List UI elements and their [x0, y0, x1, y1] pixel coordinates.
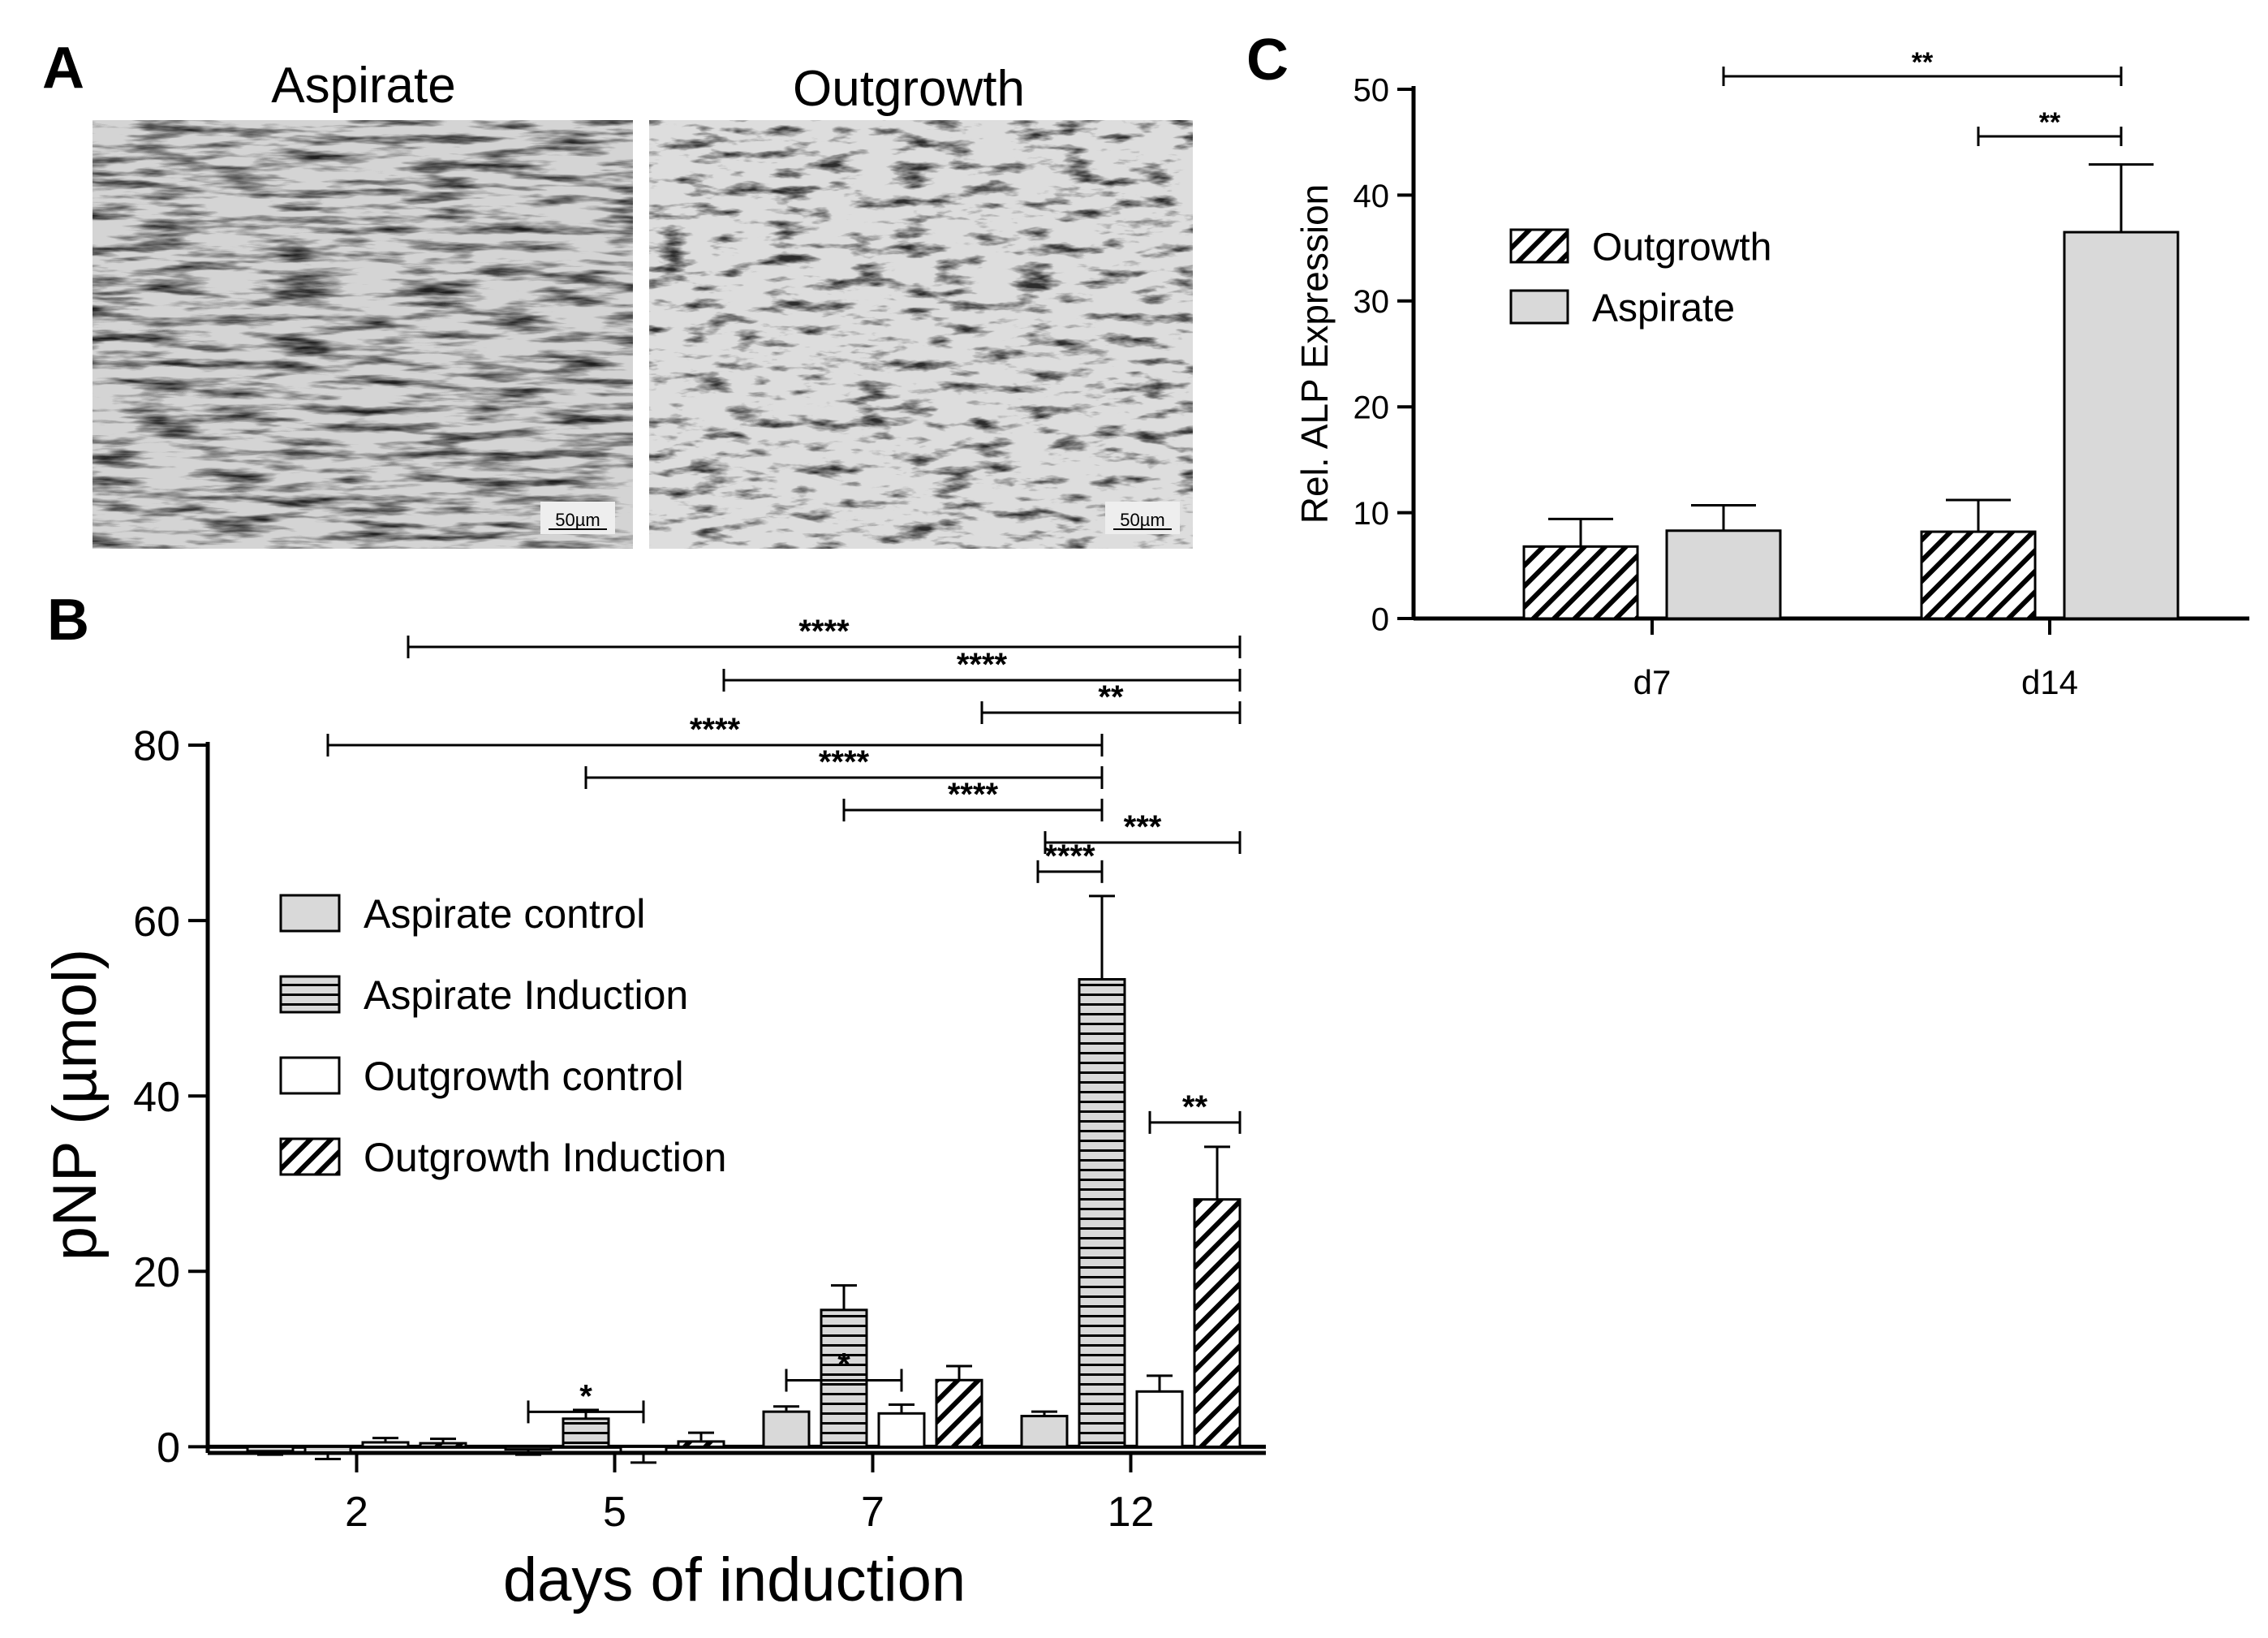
- bar-outgrowth-induction: [677, 1440, 725, 1448]
- chart-c: 0 10 20 30 40 50 d7 d14 Rel. ALP Expression Outgr…: [1293, 47, 2249, 701]
- y-tick-label: 20: [133, 1249, 180, 1296]
- bar-outgrowth-control: [619, 1445, 668, 1454]
- panel-a-letter: A: [42, 36, 84, 101]
- bar-outgrowth: [1522, 545, 1639, 620]
- legend-swatch-outgrowth-induction: [279, 1137, 341, 1176]
- bar-outgrowth: [1920, 530, 2037, 620]
- panel-b-letter: B: [47, 588, 89, 653]
- aspirate-scale-bar-label: 50µm: [555, 510, 600, 530]
- panel-c-letter: C: [1246, 28, 1289, 93]
- significance-label: *: [837, 1347, 850, 1383]
- bar-outgrowth-control: [877, 1412, 926, 1448]
- legend-swatch-aspirate-control: [279, 894, 341, 933]
- legend-swatch-outgrowth: [1509, 228, 1569, 264]
- bar-outgrowth-control: [361, 1441, 410, 1448]
- aspirate-image-texture: [93, 120, 633, 549]
- bar-aspirate: [1665, 529, 1782, 620]
- y-tick-label: 40: [1353, 179, 1390, 214]
- significance-label: **: [1912, 47, 1934, 78]
- x-tick-label: 5: [603, 1489, 626, 1536]
- bar-aspirate-control: [1020, 1415, 1069, 1448]
- significance-label: ****: [957, 647, 1008, 683]
- outgrowth-scale-bar-label: 50µm: [1120, 510, 1164, 530]
- bar-aspirate-induction: [562, 1417, 610, 1448]
- y-axis-label: pNP (µmol): [41, 949, 110, 1261]
- x-tick-label: 12: [1108, 1489, 1155, 1536]
- x-tick-label: 2: [345, 1489, 368, 1536]
- legend-swatch-aspirate-induction: [279, 975, 341, 1014]
- x-tick-label: d14: [2021, 663, 2078, 701]
- y-tick-label: 20: [1353, 390, 1390, 426]
- bar-outgrowth-induction: [1193, 1198, 1242, 1448]
- legend-label-outgrowth-induction: Outgrowth Induction: [364, 1135, 727, 1180]
- legend-label-aspirate: Aspirate: [1592, 287, 1735, 330]
- bar-aspirate-induction: [820, 1308, 868, 1448]
- y-tick-label: 40: [133, 1074, 180, 1121]
- panel-c: C 0 10 20 30 40 50 d7 d14 Rel. ALP Expression Out…: [1246, 28, 2249, 701]
- bar-outgrowth-induction: [935, 1378, 983, 1448]
- significance-label: **: [1098, 679, 1124, 715]
- significance-label: ****: [798, 614, 850, 649]
- y-tick-label: 30: [1353, 284, 1390, 320]
- significance-label: **: [1182, 1089, 1208, 1125]
- significance-label: ****: [819, 744, 870, 780]
- significance-label: ***: [1124, 809, 1162, 845]
- significance-label: ****: [690, 712, 741, 748]
- y-tick-label: 50: [1353, 72, 1390, 108]
- legend-swatch-aspirate: [1509, 289, 1569, 325]
- legend-label-outgrowth: Outgrowth: [1592, 226, 1771, 269]
- y-tick-label: 0: [1371, 601, 1389, 637]
- bar-aspirate-control: [762, 1410, 811, 1448]
- bar-aspirate-induction: [303, 1445, 352, 1455]
- y-tick-label: 80: [133, 723, 180, 770]
- bar-aspirate: [2063, 231, 2180, 620]
- y-tick-label: 10: [1353, 496, 1390, 532]
- y-tick-label: 0: [157, 1425, 180, 1472]
- x-tick-label: d7: [1633, 663, 1672, 701]
- significance-label: *: [579, 1378, 592, 1414]
- x-tick-label: 7: [861, 1489, 884, 1536]
- outgrowth-image-texture: [649, 120, 1193, 549]
- legend-label-outgrowth-control: Outgrowth control: [364, 1054, 684, 1099]
- bar-aspirate-control: [504, 1445, 553, 1451]
- outgrowth-micrograph: Outgrowth 50µm: [649, 61, 1193, 549]
- chart-b: 0 20 40 60 80 2 5 7 12 days of induction pNP (µmol…: [41, 614, 1266, 1614]
- aspirate-image-title: Aspirate: [271, 58, 455, 114]
- legend-label-aspirate-control: Aspirate control: [364, 891, 645, 937]
- y-tick-label: 60: [133, 899, 180, 946]
- significance-label: ****: [948, 777, 999, 813]
- panel-a: A Aspirate 50µm Outgrowth 50µm: [42, 36, 1193, 549]
- bar-aspirate-control: [246, 1445, 295, 1453]
- y-axis-label: Rel. ALP Expression: [1293, 184, 1336, 524]
- legend-swatch-outgrowth-control: [279, 1056, 341, 1095]
- aspirate-micrograph: Aspirate 50µm: [93, 58, 633, 549]
- significance-label: **: [2039, 107, 2061, 138]
- legend-label-aspirate-induction: Aspirate Induction: [364, 972, 688, 1018]
- bar-aspirate-induction: [1078, 977, 1126, 1448]
- outgrowth-image-title: Outgrowth: [793, 61, 1025, 117]
- bar-outgrowth-control: [1135, 1390, 1184, 1448]
- x-axis-label: days of induction: [503, 1545, 966, 1614]
- significance-label: ****: [1044, 838, 1095, 874]
- bar-outgrowth-induction: [419, 1442, 467, 1448]
- panel-b: B 0 20 40 60 80 2 5 7 12 days of induction pNP (µm…: [41, 588, 1266, 1614]
